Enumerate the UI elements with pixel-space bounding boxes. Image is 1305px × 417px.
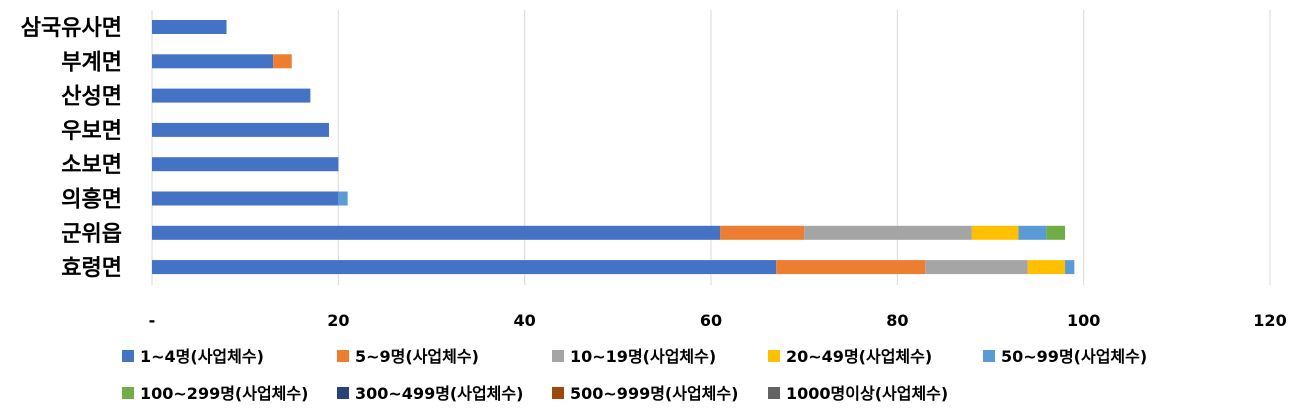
legend-label: 1~4명(사업체수) — [140, 347, 264, 366]
category-label: 의흥면 — [61, 188, 122, 213]
gridlines — [151, 10, 1271, 286]
bar-segment — [925, 260, 1028, 275]
bar-segment — [1065, 260, 1075, 275]
category-label: 우보면 — [61, 119, 122, 144]
bar-segment — [338, 191, 348, 206]
x-tick-label: 40 — [514, 311, 536, 330]
x-tick-label: - — [149, 311, 156, 330]
bar-segment — [152, 88, 311, 103]
category-label: 소보면 — [61, 153, 122, 178]
legend-swatch — [552, 387, 564, 399]
legend-swatch — [122, 350, 134, 362]
legend-swatch — [337, 350, 349, 362]
legend-swatch — [768, 350, 780, 362]
bar-segment — [152, 54, 274, 69]
legend-label: 100~299명(사업체수) — [140, 384, 308, 403]
bar-segment — [152, 20, 227, 34]
legend-label: 5~9명(사업체수) — [355, 347, 479, 366]
bar-segment — [152, 157, 339, 172]
legend-label: 500~999명(사업체수) — [570, 384, 738, 403]
category-label: 부계면 — [61, 50, 122, 75]
bar-segment — [1046, 225, 1066, 240]
legend-label: 20~49명(사업체수) — [786, 347, 932, 366]
bar-segment — [273, 54, 292, 69]
legend-label: 50~99명(사업체수) — [1001, 347, 1147, 366]
legend-label: 1000명이상(사업체수) — [786, 384, 948, 403]
legend: 1~4명(사업체수) 5~9명(사업체수) 10~19명(사업체수) 20~49명(사… — [122, 347, 1147, 403]
category-label: 산성면 — [61, 85, 122, 110]
legend-swatch — [337, 387, 349, 399]
x-tick-label: 20 — [327, 311, 349, 330]
category-label: 효령면 — [61, 256, 122, 281]
x-tick-label: 60 — [700, 311, 722, 330]
bar-segment — [720, 225, 805, 240]
x-axis-tick-labels: - 20 40 60 80 100 120 — [149, 311, 1287, 330]
bar-segment — [1018, 225, 1047, 240]
legend-swatch — [552, 350, 564, 362]
legend-label: 300~499명(사업체수) — [355, 384, 523, 403]
legend-swatch — [983, 350, 995, 362]
bar-segment — [152, 260, 777, 275]
category-label: 삼국유사면 — [21, 16, 122, 41]
bar-segment — [152, 225, 721, 240]
bar-segment — [804, 225, 972, 240]
x-tick-label: 120 — [1253, 311, 1286, 330]
bar-segment — [152, 191, 339, 206]
x-tick-label: 80 — [886, 311, 908, 330]
x-tick-label: 100 — [1067, 311, 1100, 330]
bars — [152, 20, 1075, 275]
legend-swatch — [122, 387, 134, 399]
bar-segment — [971, 225, 1019, 240]
bar-segment — [152, 122, 330, 137]
bar-segment — [1027, 260, 1066, 275]
category-label: 군위읍 — [61, 222, 122, 247]
legend-swatch — [768, 387, 780, 399]
bar-segment — [776, 260, 926, 275]
legend-label: 10~19명(사업체수) — [570, 347, 716, 366]
